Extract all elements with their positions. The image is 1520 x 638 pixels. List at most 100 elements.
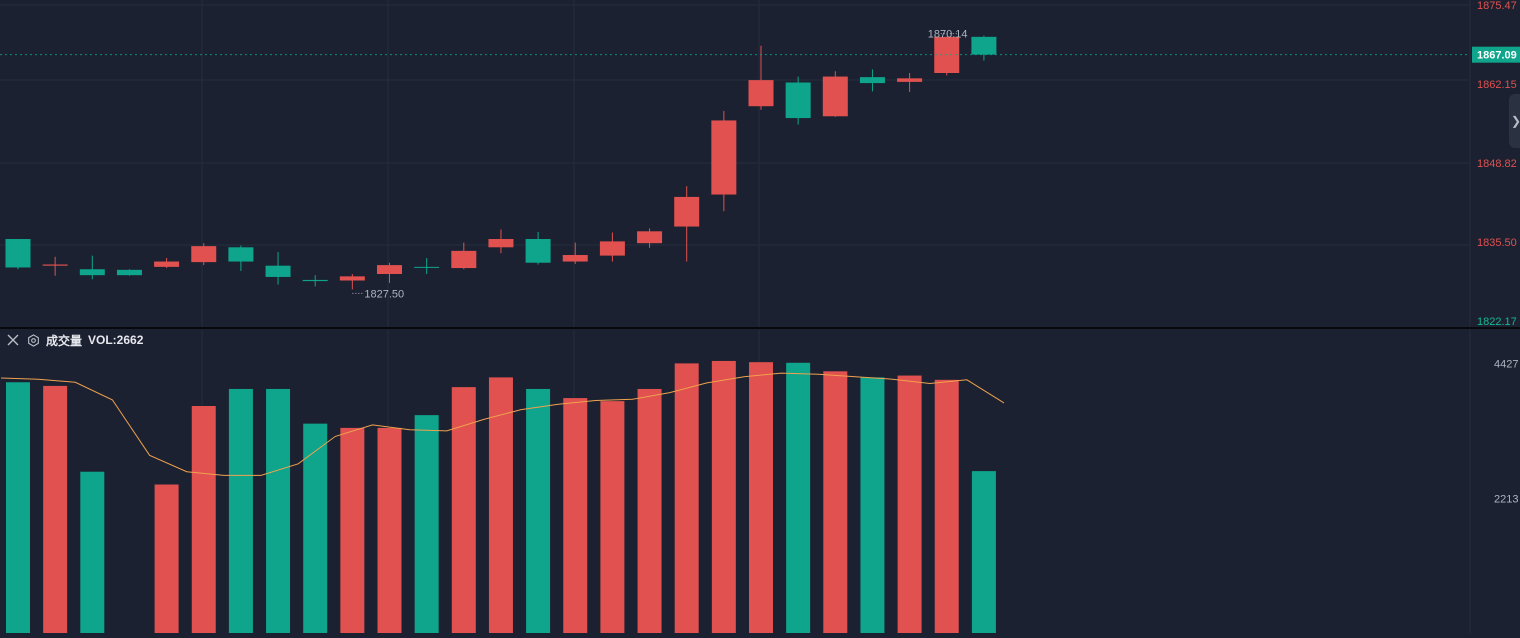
volume-bar: [637, 388, 662, 633]
candle: [302, 275, 328, 287]
chevron-icon: ❯: [1511, 114, 1520, 128]
candle-body: [599, 241, 625, 256]
candle-body: [897, 78, 923, 82]
candle: [822, 71, 848, 117]
volume-bar: [340, 427, 365, 633]
candle: [339, 273, 365, 290]
volume-bar: [80, 471, 105, 633]
candle-body: [859, 77, 885, 84]
candle: [5, 239, 31, 270]
volume-bar: [563, 398, 588, 633]
candle: [599, 232, 625, 262]
axis-layer: 1875.47 1862.15 1848.82 1835.50 1822.17 4427 2…: [1477, 0, 1518, 505]
candle: [154, 257, 180, 269]
volume-bar: [674, 363, 699, 633]
candle-body: [748, 80, 774, 107]
volume-bar: [971, 471, 996, 633]
current-price-label: 1867.09: [1477, 50, 1517, 62]
settings-hexagon-icon[interactable]: [26, 333, 40, 347]
candle-body: [562, 255, 588, 262]
candle: [228, 245, 254, 272]
volume-bar: [228, 388, 253, 633]
volume-bar: [191, 405, 216, 633]
candle-body: [674, 196, 700, 227]
volume-bar: [860, 377, 885, 633]
volume-bar: [526, 388, 551, 633]
volume-bar: [266, 388, 291, 633]
candle-body: [451, 250, 477, 269]
candle: [116, 269, 142, 276]
price-tick-label: 1862.15: [1477, 79, 1517, 91]
volume-bar: [934, 379, 959, 633]
price-tick-label: 1835.50: [1477, 237, 1517, 249]
candle-body: [302, 279, 328, 282]
candle: [414, 257, 440, 274]
candle-body: [488, 239, 514, 248]
candle-body: [228, 247, 254, 262]
candle: [971, 35, 997, 61]
candle-body: [822, 76, 848, 117]
volume-bar: [377, 427, 402, 633]
candle-body: [5, 239, 31, 268]
volume-bar: [897, 375, 922, 633]
candle: [451, 242, 477, 270]
volume-layer: [0, 360, 1005, 633]
candle-body: [377, 265, 402, 274]
volume-bar: [488, 377, 513, 633]
side-panel-toggle[interactable]: ❯: [1509, 94, 1520, 148]
candle: [934, 36, 960, 76]
volume-bar: [6, 382, 30, 633]
candle: [674, 186, 700, 262]
candle: [265, 252, 291, 285]
candle-body: [785, 82, 811, 119]
candle-body: [191, 246, 217, 263]
volume-bar: [414, 415, 439, 633]
candle: [748, 45, 774, 110]
candle: [377, 262, 402, 283]
volume-ma-line: [0, 372, 1005, 476]
pane-divider: [0, 327, 1520, 329]
candle-body: [42, 264, 68, 266]
candle: [525, 231, 551, 265]
candle-body: [265, 265, 291, 277]
volume-bar: [451, 387, 476, 633]
candle: [42, 256, 68, 276]
high-price-label: 1870.14: [928, 29, 968, 41]
candle-body: [637, 231, 663, 244]
candle-body: [711, 120, 737, 195]
current-price-badge: [1472, 46, 1520, 63]
volume-bar: [711, 360, 736, 633]
volume-pane-title: 成交量: [46, 333, 83, 348]
volume-tick-label: 2213: [1494, 493, 1518, 505]
volume-bar: [786, 362, 811, 633]
candle: [562, 242, 588, 264]
volume-bar: [749, 362, 773, 633]
candle: [897, 73, 923, 92]
close-icon[interactable]: [6, 333, 20, 347]
candle-body: [154, 261, 180, 267]
candle: [191, 243, 217, 266]
price-tick-label: 1848.82: [1477, 158, 1517, 170]
candle-layer: [5, 35, 997, 290]
candle-body: [116, 269, 142, 276]
candle: [488, 229, 514, 254]
volume-pane-header: 成交量 VOL:2662: [6, 331, 143, 349]
candle: [859, 69, 885, 92]
candle-body: [525, 239, 551, 263]
volume-value-label: VOL:2662: [88, 333, 144, 347]
low-price-label: 1827.50: [364, 288, 404, 300]
candle: [785, 76, 811, 125]
candle: [711, 110, 737, 212]
volume-bar: [823, 371, 848, 633]
price-tick-label: 1822.17: [1477, 316, 1517, 328]
candle-body: [339, 276, 365, 281]
candle: [637, 228, 663, 248]
volume-bar: [600, 401, 625, 633]
volume-bar: [154, 484, 179, 633]
volume-tick-label: 4427: [1494, 359, 1518, 371]
candle-body: [79, 269, 105, 276]
candle-body: [971, 36, 997, 55]
candle: [79, 255, 105, 280]
